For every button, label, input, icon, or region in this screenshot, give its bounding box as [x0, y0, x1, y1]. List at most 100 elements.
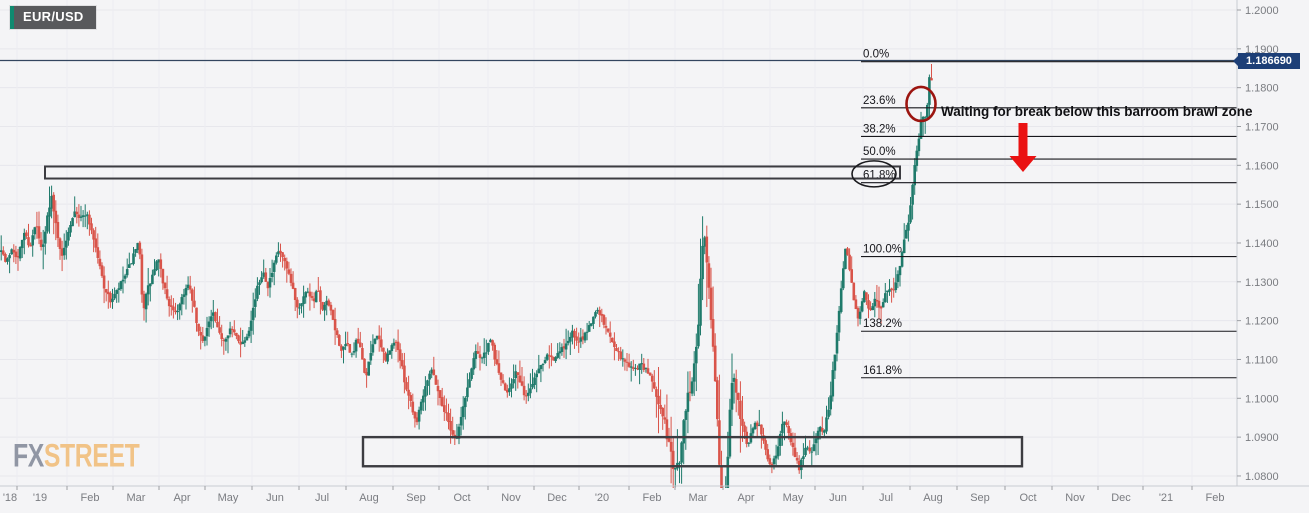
candle-body: [27, 237, 30, 246]
candle-body: [354, 339, 358, 352]
candle-body: [426, 380, 429, 386]
candle-body: [67, 231, 70, 241]
candle-body: [224, 338, 228, 342]
candle-body: [193, 300, 196, 307]
candle-body: [923, 117, 927, 119]
candle-body: [758, 424, 761, 426]
candle-body: [132, 253, 135, 264]
candle-body: [611, 337, 614, 343]
candle-body: [268, 278, 272, 288]
candle-body: [115, 290, 118, 294]
candle-body: [602, 315, 606, 325]
candle-body: [888, 289, 891, 292]
candle-body: [487, 343, 490, 352]
candle-body: [262, 272, 265, 277]
candle-body: [472, 358, 475, 370]
symbol-badge[interactable]: EUR/USD: [10, 6, 96, 29]
candle-body: [237, 335, 240, 342]
candle-body: [701, 245, 704, 280]
candle-body: [247, 330, 251, 337]
candle-body: [856, 308, 860, 319]
y-tick-label: 1.0900: [1245, 432, 1279, 444]
candle-body: [699, 278, 702, 326]
candle-body: [499, 372, 503, 380]
candle-body: [674, 468, 677, 470]
candle-body: [875, 299, 879, 302]
candle-body: [344, 344, 347, 347]
x-tick-label: Feb: [81, 492, 100, 504]
candle-body: [482, 352, 486, 358]
candle-body: [468, 379, 471, 388]
candle-body: [860, 301, 864, 312]
candle-body: [625, 361, 629, 363]
candle-body: [33, 227, 37, 235]
candle-body: [863, 291, 866, 303]
candle-body: [585, 331, 589, 333]
candle-body: [779, 433, 782, 446]
candle-body: [917, 138, 921, 152]
last-price-value: 1.186690: [1246, 55, 1292, 67]
candle-body: [594, 312, 597, 317]
candle-body: [142, 293, 146, 309]
x-tick-label: May: [783, 492, 804, 504]
candle-body: [77, 214, 81, 218]
candle-body: [627, 362, 631, 367]
candle-body: [506, 389, 509, 393]
candle-body: [113, 293, 116, 299]
candle-body: [369, 353, 373, 361]
candle-body: [172, 306, 175, 311]
candle-body: [808, 447, 811, 452]
candle-body: [919, 119, 923, 139]
candle-body: [111, 298, 114, 302]
candle-body: [81, 215, 85, 218]
candle-body: [123, 275, 127, 279]
candle-body: [20, 239, 24, 249]
candle-body: [371, 344, 375, 353]
candle-body: [275, 255, 278, 263]
y-axis-ticks: 1.2000 1.1900 1.1800 1.1700 1.1600 1.1500 1.14…: [1237, 5, 1279, 483]
candle-body: [858, 311, 862, 319]
candle-body: [724, 493, 727, 510]
x-tick-label: '20: [595, 492, 609, 504]
candle-body: [823, 430, 826, 433]
candle-body: [18, 246, 22, 259]
candle-body: [491, 340, 494, 346]
candle-body: [552, 356, 555, 361]
candle-body: [531, 383, 534, 388]
candle-body: [291, 282, 295, 289]
candle-body: [510, 383, 513, 389]
candle-body: [791, 442, 795, 448]
candle-body: [443, 405, 446, 412]
candle-body: [793, 447, 797, 458]
candle-body: [310, 296, 314, 298]
down-arrow-head: [1009, 156, 1037, 172]
candle-body: [497, 363, 501, 373]
candle-body: [829, 395, 832, 410]
candle-body: [818, 426, 822, 432]
candle-body: [760, 424, 763, 435]
candle-body: [46, 215, 49, 232]
candle-body: [692, 363, 696, 382]
candle-body: [667, 438, 671, 442]
candle-body: [14, 251, 18, 258]
x-tick-label: Oct: [1019, 492, 1036, 504]
candle-body: [881, 302, 885, 308]
candle-body: [485, 352, 488, 354]
candle-body: [230, 329, 234, 331]
candle-body: [520, 381, 524, 386]
candle-body: [296, 299, 299, 308]
candle-body: [73, 211, 76, 218]
candle-body: [6, 258, 9, 262]
candle-body: [577, 341, 580, 343]
support-zone: [361, 435, 1024, 468]
candle-body: [852, 282, 856, 301]
candle-body: [107, 291, 110, 295]
x-tick-label: '19: [33, 492, 47, 504]
candle-body: [321, 301, 324, 310]
candle-body: [197, 323, 200, 332]
candle-body: [52, 194, 55, 212]
candle-body: [770, 463, 774, 465]
candle-body: [209, 316, 213, 322]
candle-body: [331, 309, 335, 320]
